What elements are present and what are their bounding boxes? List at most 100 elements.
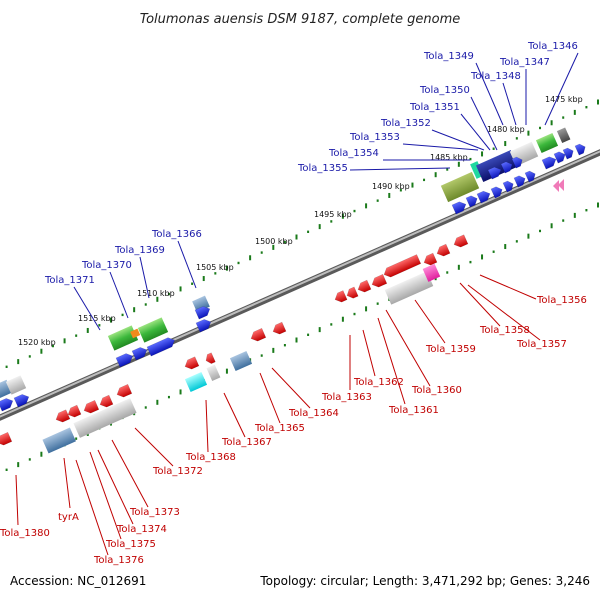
reverse-gene-arrow[interactable]	[0, 431, 13, 447]
forward-gene-arrow[interactable]	[511, 155, 524, 169]
gene-label[interactable]: Tola_1348	[470, 71, 521, 82]
reverse-gene-arrow[interactable]	[345, 286, 359, 300]
forward-gene-arrow[interactable]	[451, 200, 468, 215]
gene-label[interactable]: Tola_1354	[328, 148, 379, 159]
feature-block	[130, 328, 141, 339]
forward-gene-arrow[interactable]	[465, 194, 479, 208]
gene-label[interactable]: Tola_1371	[44, 275, 95, 286]
gene-label[interactable]: Tola_1369	[114, 245, 165, 256]
leader-line	[139, 256, 150, 299]
forward-gene-arrow[interactable]	[500, 160, 514, 174]
feature-block	[206, 364, 221, 382]
reverse-gene-arrow[interactable]	[54, 409, 71, 424]
genome-summary-text: Topology: circular; Length: 3,471,292 bp…	[259, 574, 590, 588]
gene-label[interactable]: Tola_1347	[499, 57, 550, 68]
scale-labels: 1475 kbp 1480 kbp 1485 kbp 1490 kbp 1495…	[18, 95, 583, 347]
gene-label[interactable]: Tola_1375	[105, 539, 156, 550]
gene-label[interactable]: Tola_1368	[185, 452, 236, 463]
forward-gene-arrow[interactable]	[13, 392, 31, 408]
gene-label[interactable]: Tola_1364	[288, 408, 339, 419]
forward-gene-arrow[interactable]	[490, 185, 504, 199]
gene-label[interactable]: Tola_1352	[380, 118, 431, 129]
gene-label[interactable]: Tola_1361	[388, 405, 439, 416]
gene-label[interactable]: Tola_1360	[411, 385, 462, 396]
gene-label[interactable]: Tola_1353	[349, 132, 400, 143]
forward-gene-arrow[interactable]	[562, 146, 575, 160]
pink-marks	[553, 179, 564, 192]
forward-gene-arrow[interactable]	[0, 396, 15, 412]
gene-label[interactable]: Tola_1351	[409, 102, 460, 113]
genome-backbone	[0, 149, 600, 421]
forward-gene-arrow[interactable]	[476, 189, 492, 204]
reverse-gene-arrow[interactable]	[98, 394, 114, 409]
leader-line	[431, 129, 485, 151]
gene-label[interactable]: Tola_1365	[254, 423, 305, 434]
reverse-gene-arrow[interactable]	[115, 383, 133, 399]
forward-gene-arrow[interactable]	[115, 351, 135, 368]
reverse-gene-arrow[interactable]	[452, 234, 469, 249]
map-title: Tolumonas auensis DSM 9187, complete gen…	[140, 12, 461, 27]
gene-label[interactable]: Tola_1359	[425, 344, 476, 355]
forward-gene-arrow[interactable]	[146, 336, 177, 357]
gene-label[interactable]: Tola_1380	[0, 528, 50, 539]
leader-line	[467, 284, 541, 341]
reverse-gene-arrow[interactable]	[422, 252, 438, 267]
gene-label[interactable]: Tola_1376	[93, 555, 144, 566]
gene-label[interactable]: Tola_1373	[129, 507, 180, 518]
leader-line	[63, 457, 71, 509]
feature-block	[422, 263, 441, 282]
forward-gene-arrow[interactable]	[553, 150, 567, 164]
reverse-gene-arrow[interactable]	[435, 243, 451, 258]
forward-gene-arrow[interactable]	[502, 179, 515, 193]
gene-label[interactable]: Tola_1374	[116, 524, 167, 535]
scale-ticks-reverse	[5, 202, 599, 472]
feature-block	[73, 398, 137, 438]
leader-line	[377, 317, 406, 405]
forward-gene-arrow[interactable]	[487, 165, 503, 180]
forward-gene-arrow[interactable]	[194, 304, 212, 320]
feature-block	[5, 375, 27, 395]
gene-label[interactable]: Tola_1372	[152, 466, 203, 477]
reverse-gene-arrow[interactable]	[370, 273, 388, 289]
gene-label[interactable]: Tola_1367	[221, 437, 272, 448]
leader-line	[414, 299, 446, 344]
scale-label: 1520 kbp	[18, 338, 56, 347]
leader-line	[385, 309, 431, 387]
gene-label[interactable]: Tola_1366	[151, 229, 202, 240]
gene-label[interactable]: Tola_1350	[419, 85, 470, 96]
leader-line	[134, 427, 174, 467]
gene-label[interactable]: Tola_1357	[516, 339, 567, 350]
gene-label[interactable]: Tola_1370	[81, 260, 132, 271]
reverse-gene-arrow[interactable]	[271, 321, 287, 336]
forward-gene-arrow[interactable]	[131, 345, 149, 361]
scale-label: 1475 kbp	[545, 95, 583, 104]
feature-blocks-reverse	[42, 263, 441, 454]
gene-label[interactable]: Tola_1363	[321, 392, 372, 403]
leader-line	[470, 96, 498, 151]
reverse-gene-arrow[interactable]	[183, 356, 200, 371]
reverse-gene-arrow[interactable]	[82, 399, 100, 415]
forward-gene-arrow[interactable]	[513, 174, 527, 188]
scale-label: 1500 kbp	[255, 237, 293, 246]
reverse-gene-arrow[interactable]	[382, 254, 422, 280]
reverse-gene-arrow[interactable]	[333, 290, 348, 305]
gene-label[interactable]: Tola_1346	[527, 41, 578, 52]
leader-line	[271, 367, 311, 409]
leader-line	[460, 113, 491, 151]
gene-label[interactable]: Tola_1349	[423, 51, 474, 62]
reverse-gene-arrow[interactable]	[204, 352, 216, 365]
gene-label[interactable]: Tola_1362	[353, 377, 404, 388]
scale-ticks-forward	[5, 99, 599, 369]
gene-label[interactable]: Tola_1358	[479, 325, 530, 336]
forward-gene-arrow[interactable]	[195, 317, 213, 333]
reverse-gene-arrow[interactable]	[66, 404, 82, 419]
forward-gene-arrow[interactable]	[524, 169, 537, 183]
gene-label[interactable]: Tola_1355	[297, 163, 348, 174]
forward-gene-arrow[interactable]	[541, 155, 558, 170]
reverse-gene-arrow[interactable]	[356, 279, 372, 294]
reverse-gene-arrow[interactable]	[249, 327, 267, 343]
gene-label[interactable]: tyrA	[58, 512, 79, 523]
scale-label: 1505 kbp	[196, 263, 234, 272]
gene-label[interactable]: Tola_1356	[536, 295, 587, 306]
forward-gene-arrow[interactable]	[574, 142, 587, 156]
